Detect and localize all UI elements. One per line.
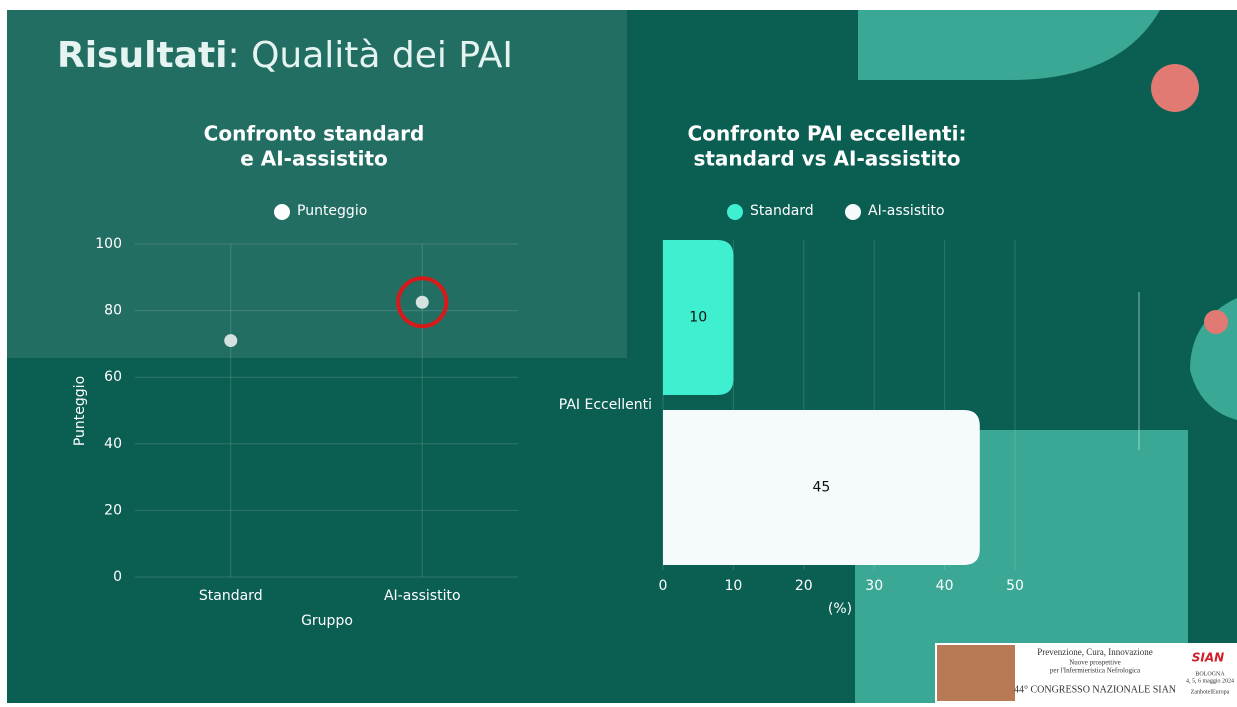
y-tick-label: 60 bbox=[104, 369, 122, 385]
footer-dates: 4, 5, 6 maggio 2024 bbox=[1186, 678, 1234, 684]
x-axis-label: Gruppo bbox=[301, 613, 353, 629]
footer-logo: Prevenzione, Cura, Innovazione Nuove pro… bbox=[935, 643, 1237, 703]
legend-label: AI-assistito bbox=[868, 203, 945, 219]
y-tick-label: 80 bbox=[104, 303, 122, 319]
footer-brand: SIAN bbox=[1192, 651, 1224, 665]
chart-title: Confronto PAI eccellenti: bbox=[688, 122, 967, 146]
footer-venue: ZanhotelEuropa bbox=[1191, 689, 1230, 695]
x-tick-label: 50 bbox=[1006, 578, 1024, 594]
footer-line: per l'Infermieristica Nefrologica bbox=[1050, 667, 1141, 675]
decor bbox=[1204, 310, 1228, 334]
chart-title: standard vs AI-assistito bbox=[693, 147, 960, 171]
x-tick-label: 20 bbox=[795, 578, 813, 594]
footer-line: Nuove prospettive bbox=[1069, 659, 1121, 667]
slide: Risultati: Qualità dei PAI Prevenzione, … bbox=[0, 0, 1237, 703]
legend-label: Punteggio bbox=[297, 203, 367, 219]
value-label: 45 bbox=[812, 480, 830, 496]
x-tick-label: 10 bbox=[724, 578, 742, 594]
legend-label: Standard bbox=[750, 203, 814, 219]
footer-congress: 44° CONGRESSO NAZIONALE SIAN bbox=[1014, 684, 1176, 695]
legend-marker bbox=[845, 204, 861, 220]
point bbox=[224, 334, 237, 347]
y-tick-label: PAI Eccellenti bbox=[559, 397, 652, 413]
x-tick-label: 0 bbox=[659, 578, 668, 594]
y-tick-label: 20 bbox=[104, 502, 122, 518]
y-tick-label: 40 bbox=[104, 436, 122, 452]
legend-marker bbox=[274, 204, 290, 220]
legend-marker bbox=[727, 204, 743, 220]
chart-title: e AI-assistito bbox=[240, 147, 388, 171]
x-tick-label: 30 bbox=[865, 578, 883, 594]
footer-image bbox=[937, 645, 1015, 701]
chart-title: Confronto standard bbox=[204, 122, 425, 146]
footer-city: BOLOGNA bbox=[1195, 671, 1225, 677]
footer-line: Prevenzione, Cura, Innovazione bbox=[1037, 647, 1152, 657]
y-axis-label: Punteggio bbox=[72, 376, 88, 446]
point bbox=[416, 296, 429, 309]
y-tick-label: 0 bbox=[113, 569, 122, 585]
y-tick-label: 100 bbox=[95, 236, 122, 252]
value-label: 10 bbox=[689, 310, 707, 326]
x-tick-label: AI-assistito bbox=[384, 588, 461, 604]
x-tick-label: Standard bbox=[199, 588, 263, 604]
slide-title-bold: Risultati bbox=[57, 35, 228, 76]
decor bbox=[1151, 64, 1199, 112]
slide-title-rest: : Qualità dei PAI bbox=[228, 35, 514, 76]
slide-title: Risultati: Qualità dei PAI bbox=[57, 35, 513, 76]
x-axis-label: (%) bbox=[828, 601, 852, 617]
x-tick-label: 40 bbox=[936, 578, 954, 594]
